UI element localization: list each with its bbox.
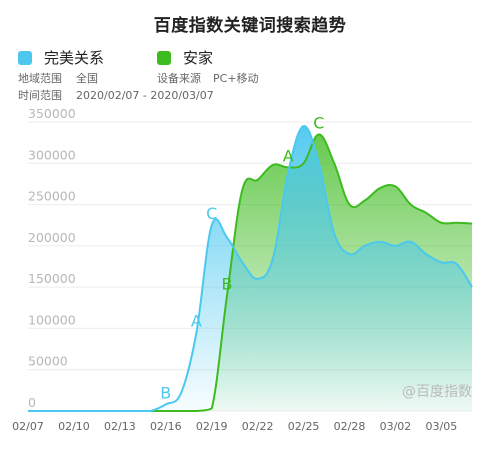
series-line-1[interactable]: [27, 125, 473, 412]
y-tick-label: 350000: [28, 106, 76, 121]
x-tick-label: 02/13: [104, 420, 136, 433]
annotation-label: C: [313, 113, 324, 132]
line-layer: [27, 125, 473, 412]
x-tick-label: 03/05: [426, 420, 458, 433]
x-tick-label: 02/22: [242, 420, 274, 433]
y-tick-label: 200000: [28, 230, 76, 245]
y-tick-label: 50000: [28, 354, 68, 369]
x-tick-label: 02/07: [12, 420, 44, 433]
annotation-label: A: [191, 312, 202, 331]
annotation-label: B: [222, 274, 233, 293]
legend-swatch-series-1: [18, 51, 32, 65]
y-tick-label: 0: [28, 395, 36, 410]
watermark: @百度指数: [402, 384, 472, 400]
x-tick-label: 02/28: [334, 420, 366, 433]
region-value: 全国: [76, 72, 98, 85]
x-tick-label: 03/02: [380, 420, 412, 433]
annotation-label: A: [283, 146, 294, 165]
area-layer: [28, 126, 472, 411]
annotation-label: B: [160, 383, 171, 402]
legend-swatch-series-2: [157, 51, 171, 65]
y-tick-label: 250000: [28, 189, 76, 204]
chart-title: 百度指数关键词搜索趋势: [153, 16, 347, 36]
annotation-label: C: [206, 204, 217, 223]
series-area-1: [28, 126, 472, 411]
device-value: PC+移动: [213, 72, 259, 85]
y-tick-label: 300000: [28, 147, 76, 162]
device-label: 设备来源: [157, 72, 201, 85]
x-tick-label: 02/25: [288, 420, 320, 433]
y-tick-label: 100000: [28, 312, 76, 327]
x-tick-label: 02/16: [150, 420, 182, 433]
y-tick-label: 150000: [28, 271, 76, 286]
legend-label-series-2: 安家: [183, 49, 214, 67]
x-tick-label: 02/19: [196, 420, 228, 433]
time-label: 时间范围: [18, 89, 62, 102]
legend-label-series-1: 完美关系: [44, 49, 105, 67]
time-value: 2020/02/07 - 2020/03/07: [76, 89, 214, 102]
region-label: 地域范围: [18, 72, 62, 85]
x-tick-label: 02/10: [58, 420, 90, 433]
